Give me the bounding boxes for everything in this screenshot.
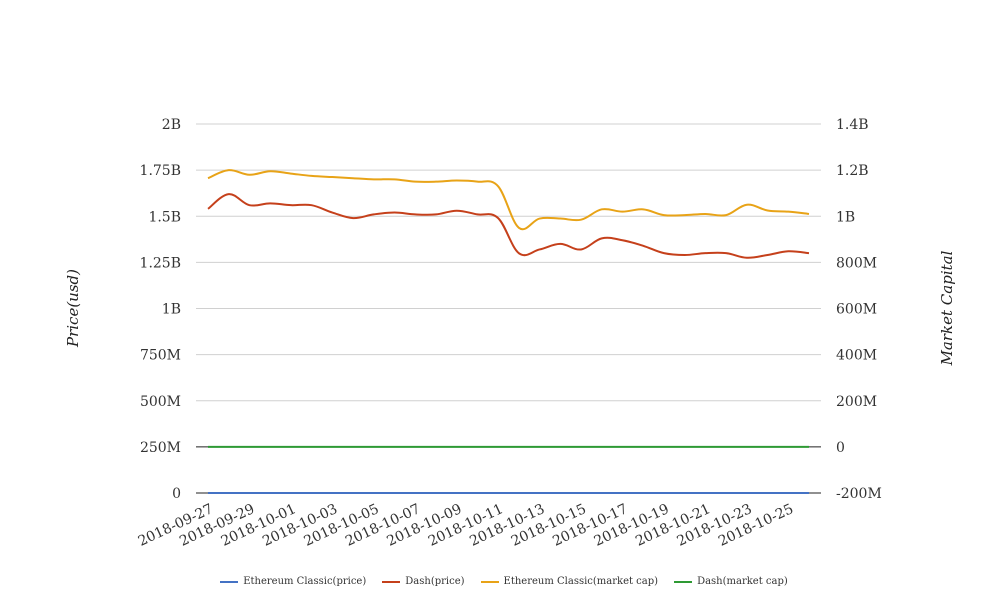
y2-tick-label: 400M — [836, 348, 877, 364]
chart-legend: Ethereum Classic(price) Dash(price) Ethere… — [0, 576, 1008, 587]
y2-tick-label: 600M — [836, 302, 877, 318]
legend-item[interactable]: Ethereum Classic(price) — [220, 576, 366, 587]
y2-tick-label: 0 — [836, 440, 845, 456]
y-tick-label: 500M — [140, 394, 181, 410]
legend-swatch — [382, 580, 401, 583]
y-tick-label: 1.25B — [140, 255, 181, 271]
legend-item[interactable]: Ethereum Classic(market cap) — [480, 576, 659, 587]
y-tick-label: 0 — [172, 486, 181, 502]
y-tick-label: 1B — [162, 302, 181, 318]
legend-swatch — [674, 580, 693, 583]
legend-label: Dash(market cap) — [697, 576, 788, 587]
legend-item[interactable]: Dash(market cap) — [674, 576, 788, 587]
series-line-1 — [207, 193, 810, 259]
legend-label: Ethereum Classic(market cap) — [503, 576, 659, 587]
y2-tick-label: -200M — [836, 486, 882, 502]
y2-axis-title: Market Capital — [938, 250, 956, 366]
y2-tick-label: 1.2B — [836, 163, 869, 179]
series-lines — [207, 169, 810, 495]
y-tick-label: 1.5B — [148, 209, 181, 225]
y2-tick-label: 1.4B — [836, 117, 869, 133]
legend-label: Ethereum Classic(price) — [243, 576, 367, 587]
grid-lines — [196, 123, 821, 494]
legend-swatch — [480, 580, 499, 583]
right-axis-ticks: -200M 0 200M 400M 600M 800M 1B 1.2B 1.4B — [836, 117, 882, 502]
y-tick-label: 250M — [140, 440, 181, 456]
y-tick-label: 1.75B — [140, 163, 181, 179]
y-axis-title: Price(usd) — [64, 269, 82, 348]
y2-tick-label: 1B — [836, 209, 855, 225]
y-tick-label: 750M — [140, 348, 181, 364]
left-axis-ticks: 0 250M 500M 750M 1B 1.25B 1.5B 1.75B 2B — [140, 117, 181, 502]
y-tick-label: 2B — [162, 117, 181, 133]
x-axis-ticks: 2018-09-272018-09-292018-10-012018-10-03… — [136, 501, 796, 550]
legend-swatch — [220, 580, 239, 583]
y2-tick-label: 200M — [836, 394, 877, 410]
legend-item[interactable]: Dash(price) — [382, 576, 465, 587]
legend-label: Dash(price) — [405, 576, 465, 587]
y2-tick-label: 800M — [836, 255, 877, 271]
series-line-2 — [207, 169, 810, 231]
